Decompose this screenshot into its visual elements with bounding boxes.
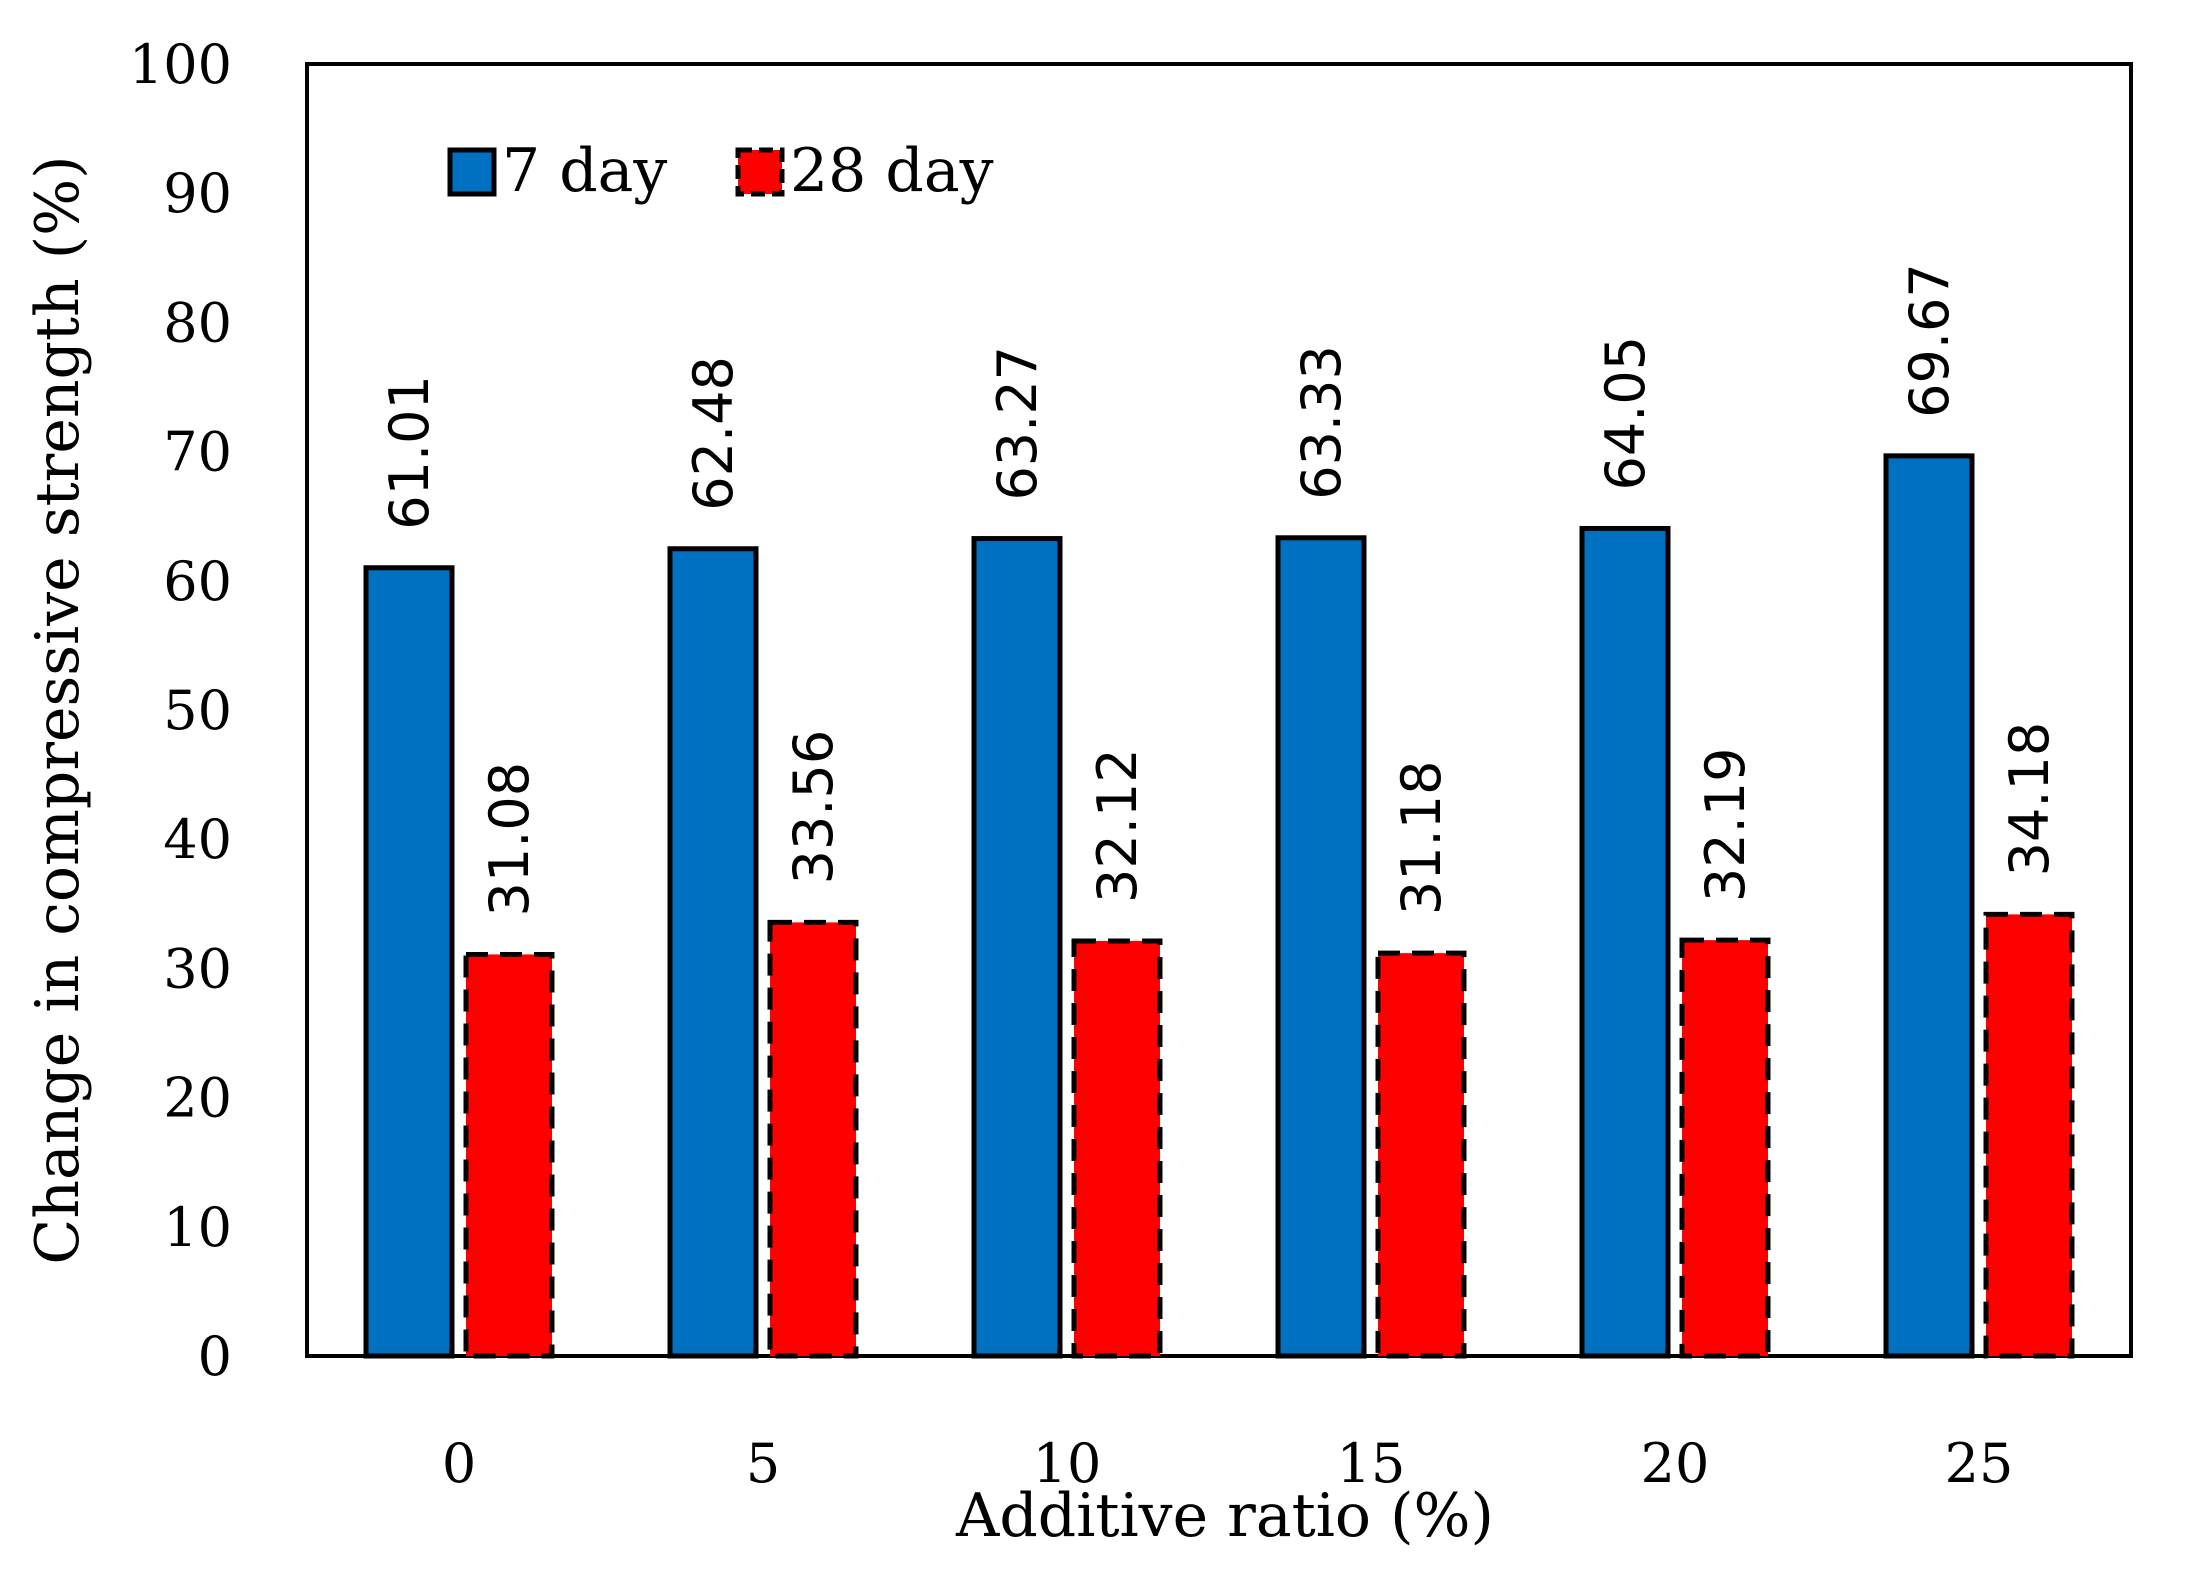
data-label-28-day-15: 31.18: [1390, 761, 1453, 916]
plot-frame: [305, 62, 2133, 1358]
x-tick-label-5: 5: [746, 1432, 780, 1495]
x-tick-label-20: 20: [1641, 1432, 1710, 1495]
data-label-28-day-0: 31.08: [478, 762, 541, 917]
data-label-28-day-20: 32.19: [1694, 748, 1757, 903]
y-tick-label-10: 10: [163, 1196, 232, 1259]
data-label-7-day-25: 69.67: [1898, 263, 1961, 418]
y-tick-label-20: 20: [163, 1067, 232, 1130]
legend-swatch-7-day: [447, 147, 497, 197]
y-tick-label-0: 0: [198, 1325, 232, 1388]
bar-28-day-15: [1375, 950, 1467, 1359]
bar-28-day-20: [1679, 937, 1771, 1359]
bar-7-day-25: [1883, 453, 1975, 1359]
y-tick-label-60: 60: [163, 550, 232, 613]
x-tick-label-10: 10: [1033, 1432, 1102, 1495]
bar-7-day-0: [363, 565, 455, 1359]
x-tick-label-0: 0: [442, 1432, 476, 1495]
y-tick-label-100: 100: [129, 33, 232, 96]
bar-28-day-5: [767, 919, 859, 1359]
y-tick-label-90: 90: [163, 162, 232, 225]
y-tick-label-70: 70: [163, 421, 232, 484]
bar-7-day-20: [1579, 525, 1671, 1359]
bar-7-day-5: [667, 546, 759, 1359]
legend-label-28-day: 28 day: [790, 136, 994, 206]
bar-28-day-25: [1983, 911, 2075, 1359]
y-tick-label-50: 50: [163, 679, 232, 742]
data-label-28-day-10: 32.12: [1086, 748, 1149, 903]
data-label-28-day-25: 34.18: [1998, 722, 2061, 877]
x-tick-label-15: 15: [1337, 1432, 1406, 1495]
legend-label-7-day: 7 day: [502, 136, 667, 206]
bar-7-day-15: [1275, 535, 1367, 1359]
bar-28-day-10: [1071, 938, 1163, 1359]
bar-28-day-0: [463, 951, 555, 1359]
data-label-7-day-10: 63.27: [986, 346, 1049, 501]
legend-swatch-28-day: [735, 147, 785, 197]
data-label-7-day-20: 64.05: [1594, 336, 1657, 491]
x-tick-label-25: 25: [1945, 1432, 2014, 1495]
x-axis-title: Additive ratio (%): [955, 1481, 1494, 1551]
data-label-28-day-5: 33.56: [782, 730, 845, 885]
bar-7-day-10: [971, 536, 1063, 1359]
y-tick-label-80: 80: [163, 291, 232, 354]
data-label-7-day-15: 63.33: [1290, 345, 1353, 500]
y-tick-label-30: 30: [163, 937, 232, 1000]
y-axis-title: Change in compressive strength (%): [23, 155, 93, 1264]
data-label-7-day-5: 62.48: [682, 356, 745, 511]
data-label-7-day-0: 61.01: [378, 375, 441, 530]
y-tick-label-40: 40: [163, 808, 232, 871]
